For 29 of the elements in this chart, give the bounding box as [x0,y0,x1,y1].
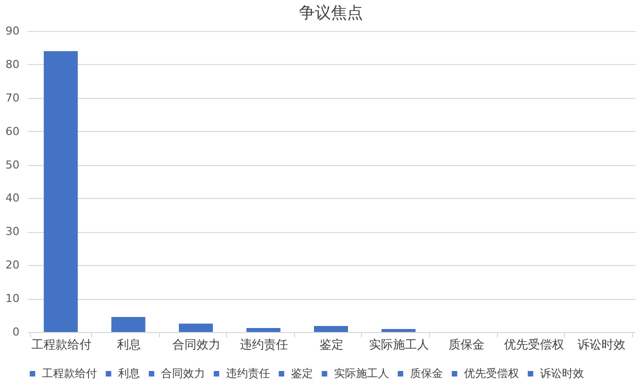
x-tick-label: 实际施工人 [369,338,430,352]
y-tick-label: 10 [6,292,20,306]
legend-label: 违约责任 [226,366,270,380]
y-tick-label: 50 [6,158,20,172]
y-tick-label: 20 [6,258,20,272]
x-tick-label: 鉴定 [320,338,344,352]
x-tick-label: 违约责任 [240,338,288,352]
legend-label: 实际施工人 [334,366,389,380]
legend-label: 诉讼时效 [540,366,584,380]
y-tick-label: 70 [6,91,20,104]
y-tick-label: 40 [6,192,20,205]
y-tick-label: 60 [6,124,20,138]
x-tick-label: 质保金 [448,338,485,352]
legend-label: 质保金 [410,366,443,380]
y-tick-label: 0 [12,326,20,338]
x-tick-label: 优先受偿权 [504,338,564,352]
y-tick-label: 30 [6,225,20,238]
legend-label: 工程款给付 [42,366,97,380]
legend-label: 合同效力 [161,366,205,380]
x-tick-label: 工程款给付 [31,338,92,352]
legend-label: 鉴定 [291,366,313,380]
x-tick-label: 合同效力 [172,338,220,352]
legend-label: 优先受偿权 [464,366,519,380]
legend-label: 利息 [118,366,140,380]
chart-title: 争议焦点 [299,3,363,22]
x-tick-label: 诉讼时效 [578,338,626,352]
y-tick-label: 90 [6,24,20,38]
x-tick-label: 利息 [116,338,141,352]
y-tick-label: 80 [6,58,20,71]
